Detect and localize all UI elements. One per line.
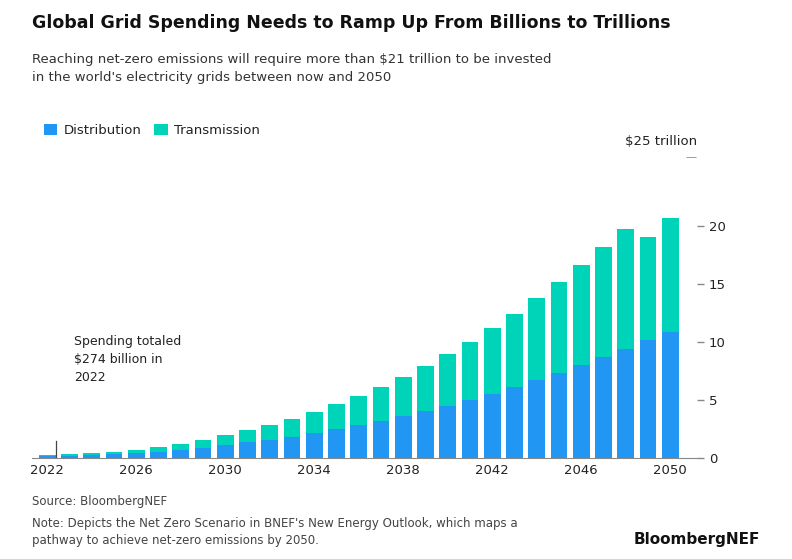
Bar bbox=[239, 442, 256, 458]
Bar bbox=[618, 349, 634, 458]
Bar bbox=[150, 447, 167, 452]
Bar bbox=[195, 440, 211, 448]
Bar bbox=[528, 299, 545, 380]
Bar bbox=[573, 366, 589, 458]
Bar bbox=[573, 265, 589, 366]
Bar bbox=[417, 366, 434, 411]
Bar bbox=[640, 238, 657, 340]
Bar bbox=[618, 229, 634, 349]
Bar bbox=[328, 404, 345, 429]
Bar bbox=[105, 452, 122, 454]
Bar bbox=[217, 435, 234, 445]
Bar bbox=[462, 342, 478, 400]
Bar bbox=[506, 314, 523, 387]
Bar bbox=[83, 455, 100, 458]
Bar bbox=[105, 454, 122, 458]
Text: Reaching net-zero emissions will require more than $21 trillion to be invested
i: Reaching net-zero emissions will require… bbox=[32, 53, 551, 84]
Bar bbox=[550, 282, 567, 373]
Bar bbox=[83, 453, 100, 455]
Bar bbox=[440, 406, 456, 458]
Text: Spending totaled
$274 billion in
2022: Spending totaled $274 billion in 2022 bbox=[74, 335, 181, 384]
Text: $25 trillion: $25 trillion bbox=[625, 135, 697, 148]
Bar bbox=[373, 387, 390, 421]
Bar bbox=[261, 439, 278, 458]
Bar bbox=[39, 455, 55, 456]
Bar bbox=[173, 444, 189, 450]
Bar bbox=[61, 456, 78, 458]
Bar bbox=[462, 400, 478, 458]
Bar bbox=[284, 437, 300, 458]
Bar bbox=[306, 412, 322, 433]
Text: BloombergNEF: BloombergNEF bbox=[634, 532, 760, 547]
Bar bbox=[350, 396, 367, 425]
Bar bbox=[506, 387, 523, 458]
Bar bbox=[417, 411, 434, 458]
Bar bbox=[484, 394, 501, 458]
Bar bbox=[662, 331, 679, 458]
Bar bbox=[595, 247, 612, 357]
Text: —: — bbox=[686, 152, 697, 162]
Text: Note: Depicts the Net Zero Scenario in BNEF's New Energy Outlook, which maps a
p: Note: Depicts the Net Zero Scenario in B… bbox=[32, 517, 517, 547]
Bar bbox=[328, 429, 345, 458]
Bar bbox=[239, 430, 256, 442]
Text: Global Grid Spending Needs to Ramp Up From Billions to Trillions: Global Grid Spending Needs to Ramp Up Fr… bbox=[32, 14, 670, 32]
Bar bbox=[350, 425, 367, 458]
Bar bbox=[484, 328, 501, 394]
Bar bbox=[440, 354, 456, 406]
Bar bbox=[662, 217, 679, 331]
Bar bbox=[217, 445, 234, 458]
Legend: Distribution, Transmission: Distribution, Transmission bbox=[38, 119, 265, 142]
Bar bbox=[395, 377, 412, 416]
Bar bbox=[128, 450, 145, 453]
Bar bbox=[195, 448, 211, 458]
Bar bbox=[61, 454, 78, 456]
Bar bbox=[595, 357, 612, 458]
Bar bbox=[39, 456, 55, 458]
Bar bbox=[284, 419, 300, 437]
Bar bbox=[150, 452, 167, 458]
Bar bbox=[128, 453, 145, 458]
Text: Source: BloombergNEF: Source: BloombergNEF bbox=[32, 495, 167, 508]
Bar bbox=[395, 416, 412, 458]
Bar bbox=[373, 421, 390, 458]
Bar bbox=[173, 450, 189, 458]
Bar bbox=[550, 373, 567, 458]
Bar bbox=[261, 425, 278, 439]
Bar bbox=[306, 433, 322, 458]
Bar bbox=[640, 340, 657, 458]
Bar bbox=[528, 380, 545, 458]
